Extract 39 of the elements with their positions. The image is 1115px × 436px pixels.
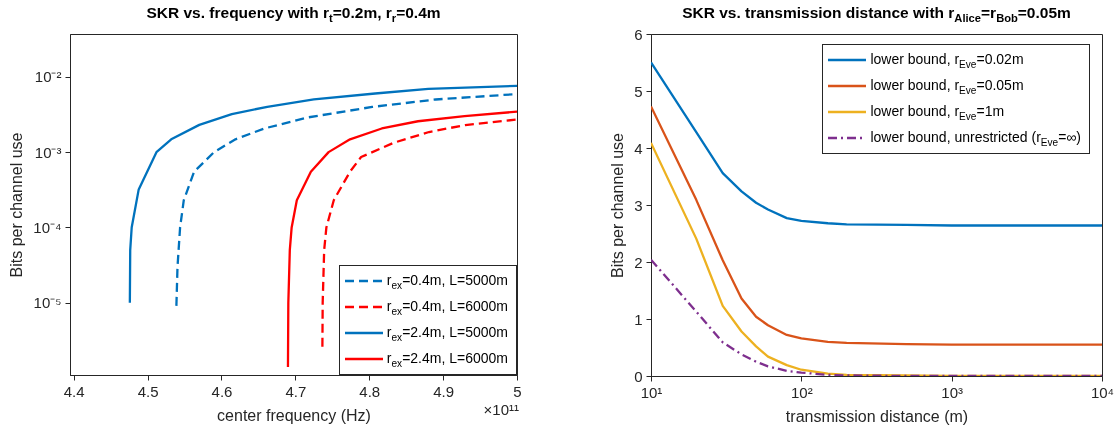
y-tick-label: 4 [634, 139, 643, 157]
y-tick-label: 10⁻⁵ [33, 294, 62, 312]
y-tick-label: 10⁻⁴ [33, 218, 62, 236]
y-tick-label: 0 [634, 367, 643, 385]
legend-label: r$_{ex}$=0.4m, L=5000m [386, 271, 508, 291]
legend-label: lower bound, r$_{Eve}$=0.05m [870, 76, 1024, 96]
legend-label: lower bound, r$_{Eve}$=1m [870, 102, 1005, 122]
x-tick-label: 4.5 [137, 382, 159, 400]
x-tick-label: 10¹ [640, 383, 663, 401]
x-tick-label: 10² [790, 383, 813, 401]
chart-title: SKR vs. transmission distance with r$_{Alice}$=r$_{Bob}$=0.05m [681, 4, 1072, 24]
x-axis-title: transmission distance (m) [785, 407, 969, 425]
x-tick-label: 10³ [941, 383, 964, 401]
x-tick-label: 4.7 [285, 382, 307, 400]
x-tick-label: 4.9 [433, 382, 455, 400]
x-tick-label: 4.4 [63, 382, 85, 400]
legend-label: r$_{ex}$=0.4m, L=6000m [386, 297, 508, 317]
legend-label: lower bound, r$_{Eve}$=0.02m [870, 50, 1024, 70]
legend-label: r$_{ex}$=2.4m, L=6000m [386, 349, 508, 369]
x-tick-label: 5 [513, 382, 522, 400]
y-tick-label: 5 [634, 82, 643, 100]
x-axis-title: center frequency (Hz) [217, 406, 371, 424]
y-axis-title: Bits per channel use [609, 132, 627, 278]
legend-label: lower bound, unrestricted (r$_{Eve}$=∞) [870, 128, 1081, 148]
line-series [321, 118, 517, 349]
y-tick-label: 10⁻² [34, 68, 62, 86]
y-tick-label: 3 [634, 196, 643, 214]
y-tick-label: 10⁻³ [34, 143, 62, 161]
chart-title: SKR vs. frequency with r$_{t}$=0.2m, r$_{r}$=0.4m [145, 4, 442, 24]
y-tick-label: 6 [634, 25, 643, 43]
x-tick-label: 4.8 [359, 382, 381, 400]
x-tick-label: 4.6 [211, 382, 233, 400]
line-series [286, 110, 517, 369]
y-axis-title: Bits per channel use [8, 132, 26, 278]
y-tick-label: 2 [634, 253, 643, 271]
legend-label: r$_{ex}$=2.4m, L=5000m [386, 323, 508, 343]
x-tick-label: 10⁴ [1090, 383, 1115, 401]
text: ×10¹¹ [483, 401, 519, 418]
y-tick-label: 1 [634, 310, 643, 328]
